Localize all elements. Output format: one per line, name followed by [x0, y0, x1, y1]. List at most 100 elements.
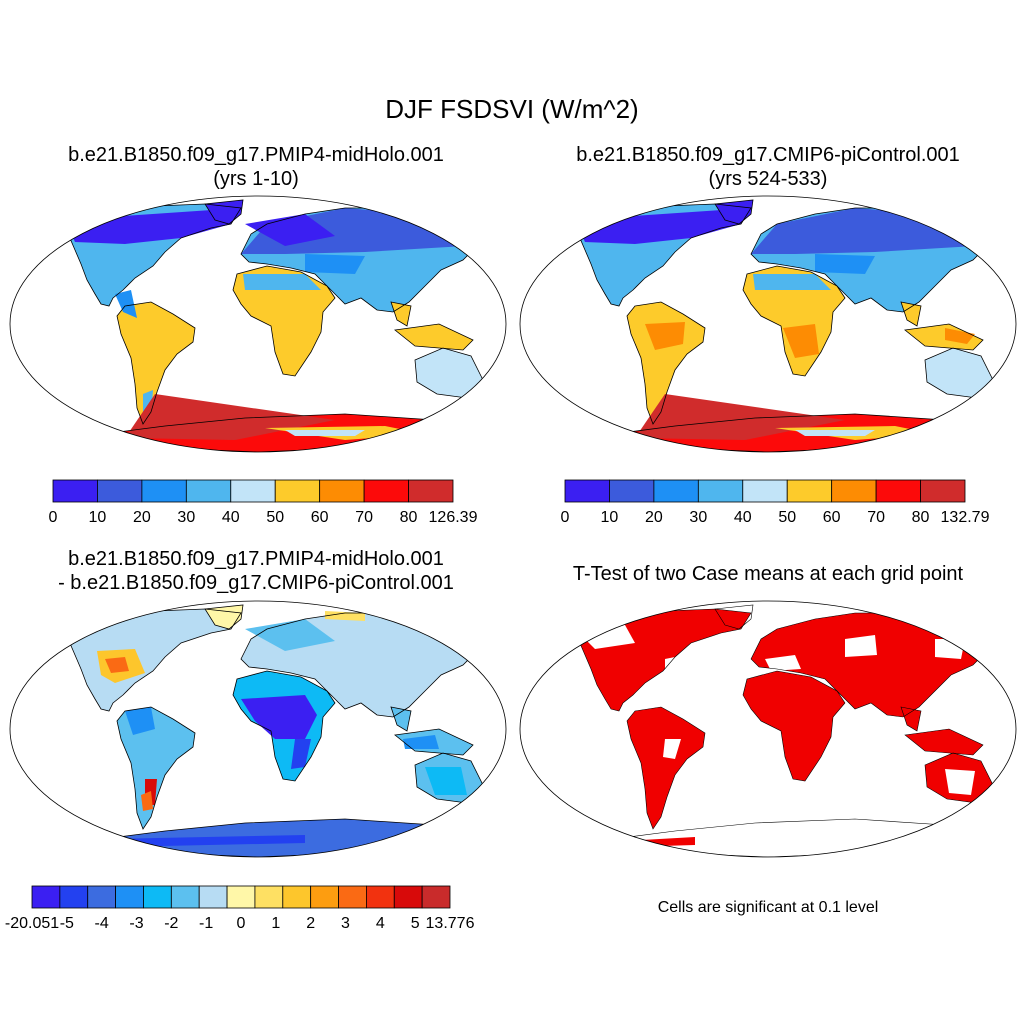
- control-shading-9: [945, 328, 975, 344]
- difference-indochina-outline: [390, 706, 412, 732]
- difference-colorbar-box-8: [254, 885, 284, 909]
- difference-shading-0: [241, 695, 317, 739]
- control-colorbar-box-8: [920, 479, 966, 503]
- difference-colorbar-box-5: [170, 885, 200, 909]
- case-colorbar-label-3: 30: [177, 509, 195, 526]
- difference-map: [9, 600, 507, 858]
- case-colorbar-label-9: 126.39: [429, 509, 478, 526]
- control-colorbar-label-8: 80: [912, 509, 930, 526]
- case-indochina-region: [391, 302, 411, 326]
- control-colorbar-label-4: 40: [734, 509, 752, 526]
- control-southAmerica-outline: [626, 301, 706, 425]
- difference-colorbar-label-1: -5: [60, 915, 74, 932]
- difference-southAmerica-outline: [116, 706, 196, 830]
- case-northAmerica-outline: [64, 203, 242, 307]
- ttest-indochina-significant: [901, 707, 921, 731]
- control-colorbar-box-4: [742, 479, 788, 503]
- ttest-northAmerica-outline: [574, 608, 752, 712]
- difference-shading-6: [125, 707, 155, 735]
- difference-map-border: [9, 600, 507, 858]
- control-shading-7: [795, 430, 875, 436]
- control-colorbar-label-6: 60: [823, 509, 841, 526]
- difference-panel-title-line1: b.e21.B1850.f09_g17.PMIP4-midHolo.001: [68, 548, 444, 570]
- case-colorbar-box-7: [363, 479, 409, 503]
- case-southAmerica-region: [117, 302, 195, 424]
- control-colorbar-box-7: [875, 479, 921, 503]
- control-colorbar-label-3: 30: [689, 509, 707, 526]
- difference-colorbar-box-11: [338, 885, 367, 909]
- case-indonesia-outline: [394, 323, 474, 351]
- ttest-eurasia-outline: [750, 612, 990, 718]
- control-panel-title-line2: (yrs 524-533): [708, 168, 828, 190]
- control-africa-outline: [742, 265, 846, 377]
- case-colorbar-label-5: 50: [266, 509, 284, 526]
- case-eurasia-outline: [240, 207, 480, 313]
- case-indochina-outline: [390, 301, 412, 327]
- case-shading-8: [285, 430, 365, 436]
- ttest-africa-outline: [742, 670, 846, 782]
- control-indonesia-outline: [904, 323, 984, 351]
- control-colorbar-box-1: [609, 479, 655, 503]
- case-map: [9, 195, 507, 453]
- case-colorbar-label-0: 0: [49, 509, 58, 526]
- control-northAmerica-outline: [574, 203, 752, 307]
- case-africa-outline: [232, 265, 336, 377]
- difference-colorbar-label-7: 1: [271, 915, 280, 932]
- ttest-greenland-outline: [714, 604, 754, 630]
- control-colorbar-box-6: [831, 479, 877, 503]
- ttest-indonesia-outline: [904, 728, 984, 756]
- control-colorbar-box-5: [786, 479, 833, 503]
- control-colorbar-box-2: [653, 479, 699, 503]
- ttest-nonsignificant-6: [945, 769, 975, 795]
- control-indochina-outline: [900, 301, 922, 327]
- difference-colorbar-label-10: 4: [376, 915, 385, 932]
- case-colorbar-label-8: 80: [400, 509, 418, 526]
- case-colorbar-label-1: 10: [89, 509, 107, 526]
- difference-colorbar-box-2: [87, 885, 116, 909]
- difference-indonesia-outline: [394, 728, 474, 756]
- difference-colorbar-box-6: [198, 885, 228, 909]
- difference-indochina-region: [391, 707, 411, 731]
- case-map-border: [9, 195, 507, 453]
- ttest-africa-significant: [743, 671, 845, 781]
- case-panel-title: b.e21.B1850.f09_g17.PMIP4-midHolo.001 (y…: [0, 143, 512, 191]
- ttest-map-border: [519, 600, 1017, 858]
- control-colorbar-label-7: 70: [867, 509, 885, 526]
- ttest-panel-note: Cells are significant at 0.1 level: [657, 899, 879, 916]
- case-colorbar-box-8: [408, 479, 454, 503]
- case-australia-region: [415, 348, 483, 398]
- difference-shading-10: [425, 767, 467, 795]
- control-colorbar-label-5: 50: [778, 509, 796, 526]
- ttest-southAmerica-significant: [627, 707, 705, 829]
- difference-colorbar-label-2: -4: [95, 915, 109, 932]
- difference-colorbar-label-11: 5: [411, 915, 420, 932]
- case-colorbar-label-4: 40: [222, 509, 240, 526]
- difference-colorbar-box-9: [282, 885, 312, 909]
- ttest-panel-title: T-Test of two Case means at each grid po…: [572, 563, 964, 585]
- control-colorbar-label-9: 132.79: [941, 509, 990, 526]
- control-colorbar-label-0: 0: [561, 509, 570, 526]
- difference-shading-5: [141, 791, 153, 811]
- control-eurasia-outline: [750, 207, 990, 313]
- difference-africa-outline: [232, 670, 336, 782]
- difference-southAmerica-region: [117, 707, 195, 829]
- difference-shading-3: [105, 657, 129, 673]
- case-colorbar-label-7: 70: [355, 509, 373, 526]
- case-africa-region: [233, 266, 335, 376]
- case-colorbar-box-2: [141, 479, 187, 503]
- difference-colorbar-label-5: -1: [199, 915, 213, 932]
- ttest-eurasia-significant: [751, 613, 989, 717]
- case-shading-9: [243, 274, 321, 290]
- difference-northAmerica-outline: [64, 608, 242, 712]
- case-panel-title-line2: (yrs 1-10): [213, 168, 299, 190]
- case-shading-2: [245, 214, 335, 246]
- control-southAmerica-region: [627, 302, 705, 424]
- difference-colorbar-label-6: 0: [237, 915, 246, 932]
- control-australia-region: [925, 348, 993, 398]
- difference-colorbar: -20.051 -5 -4 -3 -2 -1 0 1 2 3 4 5 13.776: [5, 885, 475, 932]
- ttest-nonsignificant-1: [665, 655, 685, 677]
- difference-shading-8: [325, 611, 365, 621]
- control-colorbar: 0 10 20 30 40 50 60 70 80 132.79: [561, 479, 990, 526]
- difference-colorbar-box-12: [365, 885, 395, 909]
- ttest-indochina-outline: [900, 706, 922, 732]
